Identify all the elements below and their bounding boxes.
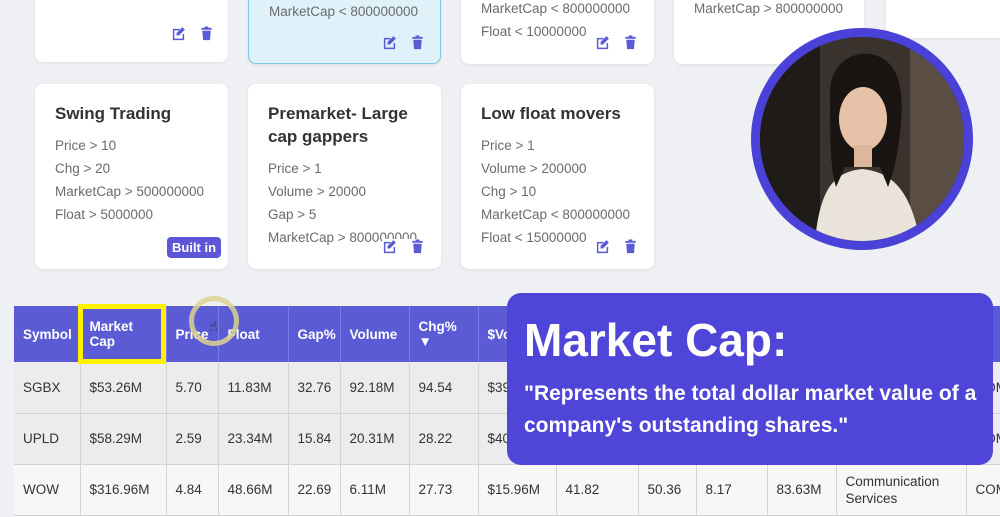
criteria-line: MarketCap < 800000000 bbox=[481, 207, 630, 222]
cell-chg: 27.73 bbox=[409, 464, 479, 516]
cell-chg: 28.22 bbox=[409, 413, 479, 465]
delete-icon[interactable] bbox=[199, 26, 214, 41]
card-title: Swing Trading bbox=[55, 104, 172, 123]
edit-icon[interactable] bbox=[382, 239, 397, 254]
cell-market-cap: $58.29M bbox=[80, 413, 167, 465]
cell: 8.17 bbox=[696, 464, 768, 516]
criteria-line: MarketCap < 800000000 bbox=[481, 1, 630, 16]
criteria-line: Chg > 20 bbox=[55, 161, 111, 176]
cell-float: 11.83M bbox=[218, 362, 289, 414]
strategy-card[interactable] bbox=[35, 0, 228, 62]
strategy-card-premarket[interactable]: Premarket- Large cap gappers Price > 1 V… bbox=[248, 84, 441, 269]
market-cap-highlight-box bbox=[78, 304, 166, 364]
cell-market-cap: $316.96M bbox=[80, 464, 167, 516]
cell-price: 4.84 bbox=[166, 464, 219, 516]
cell-chg: 94.54 bbox=[409, 362, 479, 414]
edit-icon[interactable] bbox=[595, 239, 610, 254]
presenter-video bbox=[760, 37, 964, 241]
delete-icon[interactable] bbox=[623, 35, 638, 50]
delete-icon[interactable] bbox=[410, 239, 425, 254]
cell-volume: 92.18M bbox=[340, 362, 410, 414]
cursor-highlight-ring bbox=[189, 296, 239, 346]
cell: 41.82 bbox=[556, 464, 639, 516]
cell-sector: Communication Services bbox=[836, 464, 967, 516]
cell-volume: 6.11M bbox=[340, 464, 410, 516]
hand-cursor-icon: ☝ bbox=[209, 318, 218, 334]
cell-float: 23.34M bbox=[218, 413, 289, 465]
webcam-overlay bbox=[751, 28, 973, 250]
table-row[interactable]: WOW $316.96M 4.84 48.66M 22.69 6.11M 27.… bbox=[14, 464, 1000, 516]
cell: 83.63M bbox=[767, 464, 837, 516]
cell-symbol: UPLD bbox=[14, 413, 81, 465]
edit-icon[interactable] bbox=[595, 35, 610, 50]
callout-title: Market Cap: bbox=[524, 314, 788, 366]
criteria-line: Float < 15000000 bbox=[481, 230, 587, 245]
cell-price: 2.59 bbox=[166, 413, 219, 465]
criteria-line: Price > 1 bbox=[481, 138, 535, 153]
column-header-gap[interactable]: Gap% bbox=[288, 306, 341, 362]
cell-symbol: SGBX bbox=[14, 362, 81, 414]
cell-market-cap: $53.26M bbox=[80, 362, 167, 414]
strategy-card[interactable] bbox=[886, 0, 1000, 38]
criteria-line: MarketCap > 500000000 bbox=[55, 184, 204, 199]
cell-gap: 15.84 bbox=[288, 413, 341, 465]
cell-price: 5.70 bbox=[166, 362, 219, 414]
criteria-line: Gap > 5 bbox=[268, 207, 317, 222]
card-title: Premarket- Large cap gappers bbox=[268, 104, 408, 146]
criteria-line: Volume > 20000 bbox=[268, 184, 366, 199]
cell-float: 48.66M bbox=[218, 464, 289, 516]
delete-icon[interactable] bbox=[410, 35, 425, 50]
criteria-line: Float > 5000000 bbox=[55, 207, 153, 222]
criteria-line: Float < 10000000 bbox=[481, 24, 587, 39]
edit-icon[interactable] bbox=[382, 35, 397, 50]
criteria-line: Volume > 200000 bbox=[481, 161, 587, 176]
cell: 50.36 bbox=[638, 464, 697, 516]
cell-dollar-volume: $15.96M bbox=[478, 464, 557, 516]
criteria-line: MarketCap > 800000000 bbox=[268, 230, 417, 245]
criteria-line: Price > 10 bbox=[55, 138, 117, 153]
criteria-line: MarketCap < 800000000 bbox=[269, 4, 418, 19]
column-header-market-cap[interactable]: Market Cap bbox=[80, 306, 167, 362]
criteria-line: Chg > 10 bbox=[481, 184, 537, 199]
card-title: Low float movers bbox=[481, 104, 621, 123]
edit-icon[interactable] bbox=[171, 26, 186, 41]
built-in-badge: Built in bbox=[167, 237, 222, 258]
strategy-card[interactable]: MarketCap < 800000000 Float < 10000000 bbox=[461, 0, 654, 64]
column-header-volume[interactable]: Volume bbox=[340, 306, 410, 362]
definition-callout: Market Cap: "Represents the total dollar… bbox=[507, 293, 993, 465]
delete-icon[interactable] bbox=[623, 239, 638, 254]
cell-type: COMMON STOCK bbox=[966, 464, 1000, 516]
criteria-line: Price > 1 bbox=[268, 161, 322, 176]
cell-volume: 20.31M bbox=[340, 413, 410, 465]
cell-symbol: WOW bbox=[14, 464, 81, 516]
callout-quote: "Represents the total dollar market valu… bbox=[524, 382, 977, 437]
strategy-card-low-float[interactable]: Low float movers Price > 1 Volume > 2000… bbox=[461, 84, 654, 269]
criteria-line: MarketCap > 800000000 bbox=[694, 1, 843, 16]
strategy-card-swing-trading[interactable]: Swing Trading Price > 10 Chg > 20 Market… bbox=[35, 84, 228, 269]
cell-gap: 32.76 bbox=[288, 362, 341, 414]
column-header-chg[interactable]: Chg% ▼ bbox=[409, 306, 479, 362]
column-header-symbol[interactable]: Symbol bbox=[14, 306, 81, 362]
strategy-card-selected[interactable]: MarketCap < 800000000 bbox=[248, 0, 441, 64]
cell-gap: 22.69 bbox=[288, 464, 341, 516]
